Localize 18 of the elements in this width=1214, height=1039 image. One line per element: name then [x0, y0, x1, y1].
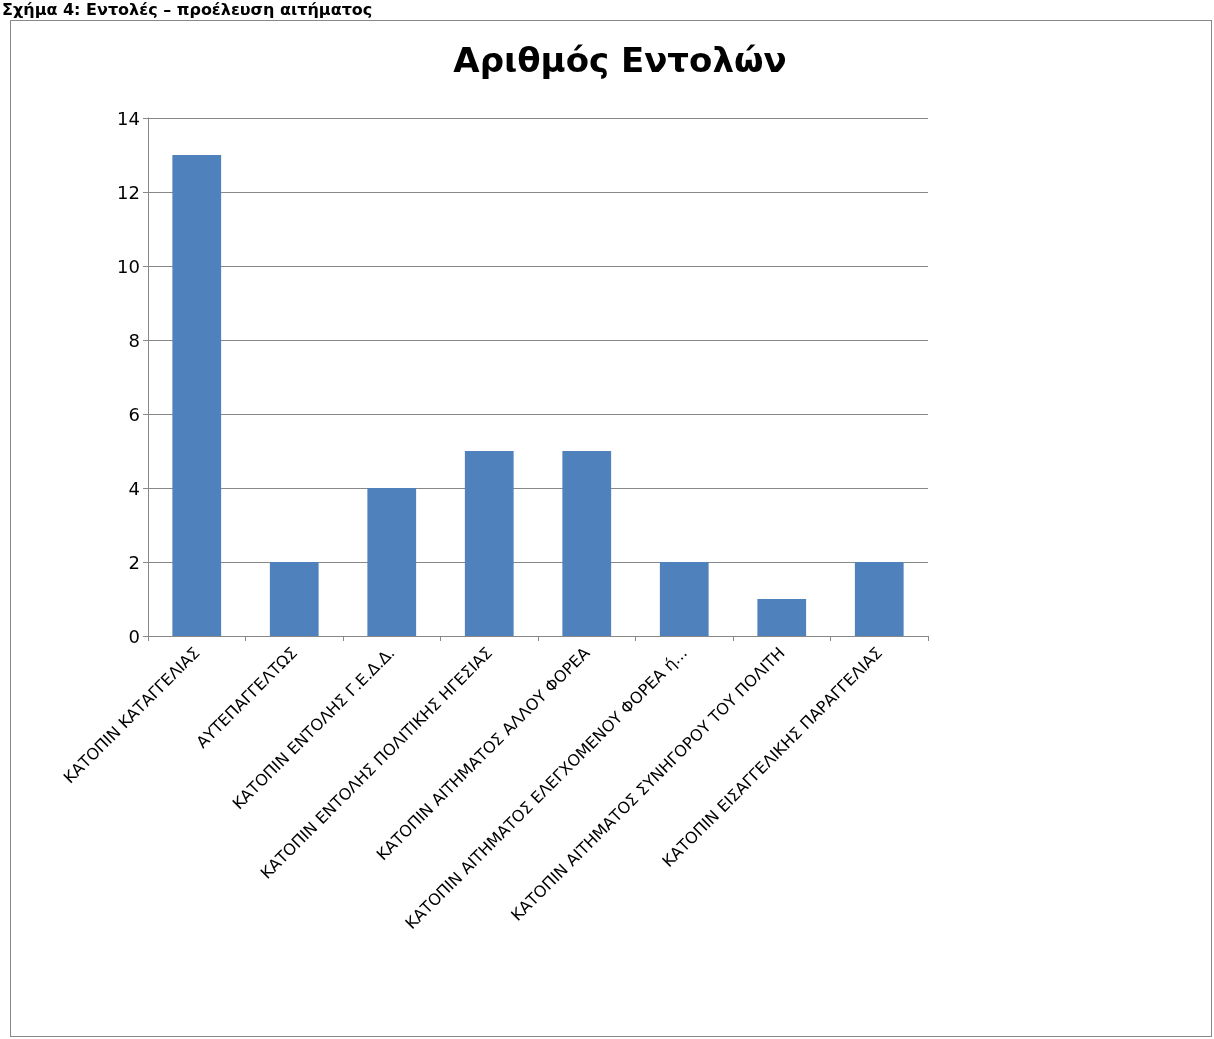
bar [562, 451, 612, 636]
y-tick-label: 4 [128, 477, 140, 499]
bar [659, 562, 709, 636]
y-tick-label: 10 [117, 255, 140, 277]
bar [464, 451, 514, 636]
bar [367, 488, 417, 636]
text: Σχήμα 4: Εντολές – προέλευση αιτήματος [2, 0, 373, 19]
y-tick-label: 6 [128, 403, 140, 425]
chart-title: Αριθμός Εντολών [453, 40, 787, 80]
bar [269, 562, 319, 636]
bar [757, 599, 807, 636]
y-tick-label: 2 [128, 551, 140, 573]
y-tick-label: 8 [128, 329, 140, 351]
bar [854, 562, 904, 636]
y-tick-label: 14 [117, 107, 140, 129]
y-tick-label: 12 [117, 181, 140, 203]
y-tick-label: 0 [128, 625, 140, 647]
bar [172, 155, 222, 636]
